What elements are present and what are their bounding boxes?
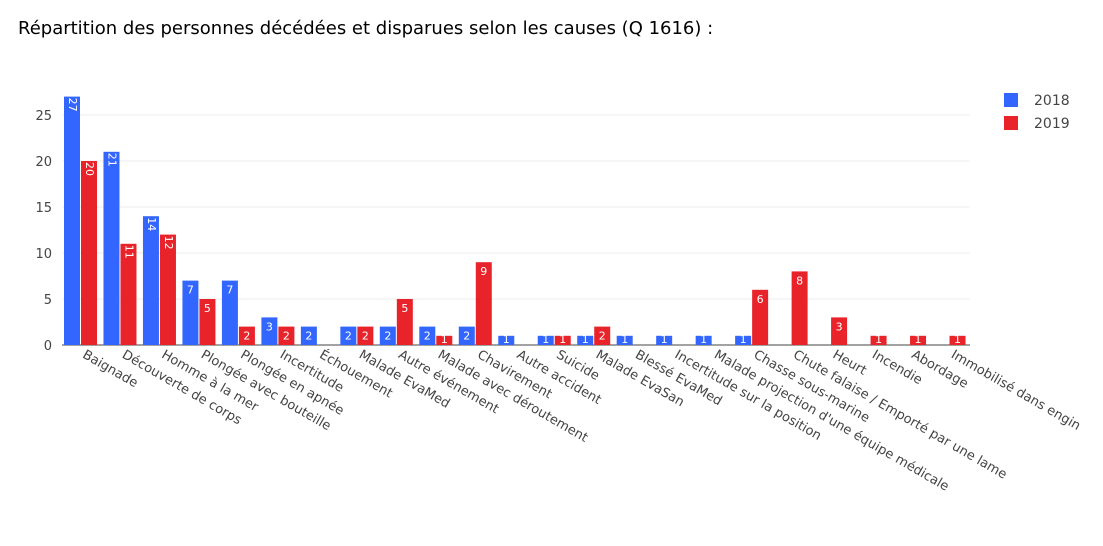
bar-2018-16 [695, 335, 712, 345]
data-label: 1 [542, 333, 549, 346]
bar-2019-13 [594, 326, 611, 345]
data-label: 5 [204, 302, 211, 315]
data-label: 2 [362, 330, 369, 343]
data-label: 1 [661, 333, 668, 346]
y-tick-label: 25 [35, 109, 52, 124]
bar-2019-1 [120, 243, 137, 345]
data-label: 2 [243, 330, 250, 343]
data-label: 2 [599, 330, 606, 343]
data-label: 1 [503, 333, 510, 346]
data-label: 9 [480, 265, 487, 278]
bar-2019-10 [475, 262, 492, 345]
data-label: 1 [582, 333, 589, 346]
data-label: 1 [915, 333, 922, 346]
data-label: 27 [66, 98, 79, 112]
data-label: 2 [283, 330, 290, 343]
bar-2019-17 [752, 289, 769, 345]
bar-2019-2 [159, 234, 176, 345]
data-label: 2 [305, 330, 312, 343]
bar-2019-4 [238, 326, 255, 345]
bar-2018-10 [458, 326, 475, 345]
bar-2019-18 [791, 271, 808, 345]
data-label: 12 [162, 236, 175, 250]
bar-2019-5 [278, 326, 295, 345]
data-label: 1 [954, 333, 961, 346]
data-label: 1 [621, 333, 628, 346]
bar-2018-15 [656, 335, 673, 345]
chart-title: Répartition des personnes décédées et di… [18, 18, 714, 39]
data-label: 1 [740, 333, 747, 346]
y-axis: 0 5 10 15 20 25 [35, 109, 52, 354]
bar-2018-0 [64, 96, 80, 345]
bar-2018-14 [616, 335, 633, 345]
bar-2018-5 [261, 317, 278, 345]
bar-2018-6 [300, 326, 317, 345]
data-label: 21 [105, 153, 118, 167]
bar-2019-22 [949, 335, 966, 345]
y-tick-label: 0 [44, 339, 52, 354]
legend-swatch-2019 [1004, 116, 1018, 130]
data-label: 2 [384, 330, 391, 343]
gridlines [62, 114, 970, 346]
data-label: 14 [145, 217, 158, 231]
bar-2019-9 [436, 335, 453, 345]
y-tick-label: 5 [44, 293, 52, 308]
bar-2019-12 [554, 335, 571, 345]
bar-2019-0 [81, 161, 97, 345]
bar-2018-17 [735, 335, 752, 345]
y-tick-label: 15 [35, 201, 52, 216]
bar-2018-1 [103, 151, 120, 345]
data-label: 1 [441, 333, 448, 346]
bar-2018-13 [577, 335, 594, 345]
legend-swatch-2018 [1004, 93, 1018, 107]
legend-label: 2019 [1034, 116, 1070, 132]
bar-2019-19 [831, 317, 848, 345]
bar-2018-7 [340, 326, 357, 345]
legend: 2018 2019 [1004, 93, 1070, 132]
data-label: 6 [757, 293, 764, 306]
bar-2018-9 [419, 326, 436, 345]
data-label: 2 [345, 330, 352, 343]
bar-2019-7 [357, 326, 374, 345]
legend-label: 2018 [1034, 93, 1070, 109]
data-label: 11 [122, 245, 135, 259]
bar-2018-3 [182, 280, 199, 345]
data-label: 7 [226, 284, 233, 297]
data-label: 5 [401, 302, 408, 315]
bar-2018-4 [221, 280, 238, 345]
data-label: 1 [559, 333, 566, 346]
y-tick-label: 10 [35, 247, 52, 262]
bar-2018-2 [142, 216, 159, 345]
data-label: 7 [187, 284, 194, 297]
bar-2019-8 [396, 299, 413, 345]
data-label: 1 [875, 333, 882, 346]
data-label: 8 [796, 274, 803, 287]
bar-2018-11 [498, 335, 515, 345]
data-label: 1 [700, 333, 707, 346]
data-label: 3 [836, 320, 843, 333]
data-label: 2 [463, 330, 470, 343]
bar-2019-3 [199, 299, 216, 345]
y-tick-label: 20 [35, 155, 52, 170]
data-label: 3 [266, 320, 273, 333]
x-tick-label: Immobilisé dans engin [948, 347, 1083, 433]
bar-2019-21 [910, 335, 927, 345]
bar-2018-12 [537, 335, 554, 345]
data-label: 20 [83, 162, 96, 176]
bar-2019-20 [870, 335, 887, 345]
data-label: 2 [424, 330, 431, 343]
bar-2018-8 [379, 326, 396, 345]
